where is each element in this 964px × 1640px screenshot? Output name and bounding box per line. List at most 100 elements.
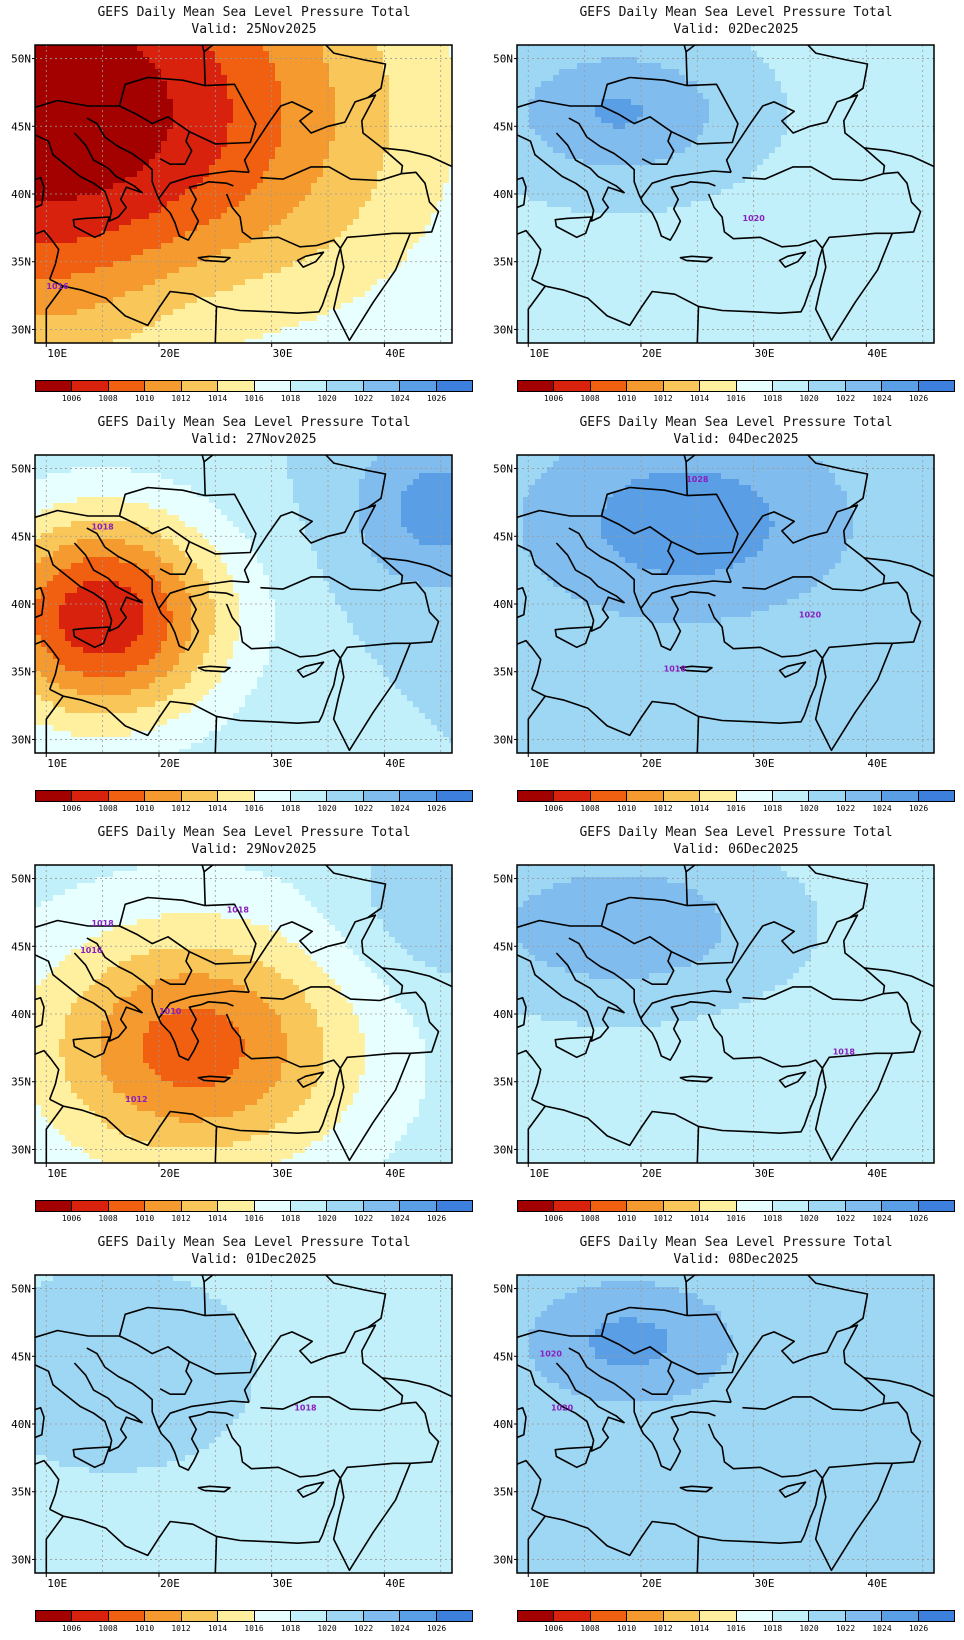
colorbar-label: 1022 — [354, 1214, 373, 1223]
colorbar-swatch — [436, 1201, 473, 1211]
lat-tick-label: 50N — [11, 873, 31, 886]
sicily-outline — [72, 216, 111, 239]
colorbar-swatch — [145, 1611, 182, 1621]
border-caucasus — [864, 1359, 934, 1398]
forecast-panel: GEFS Daily Mean Sea Level Pressure Total… — [482, 0, 964, 410]
lon-tick-label: 40E — [385, 757, 405, 770]
colorbar-label: 1008 — [580, 804, 599, 813]
pressure-field: 1018 1018 1016 1010 1012 — [35, 865, 452, 1163]
colorbar-swatch — [218, 791, 255, 801]
border-levant — [814, 643, 894, 752]
colorbar-swatch — [590, 791, 628, 801]
colorbar-swatch — [845, 381, 883, 391]
caspian-coast — [451, 949, 452, 951]
colorbar-swatch — [327, 791, 364, 801]
colorbar-swatch — [554, 1611, 591, 1621]
pressure-map: 1016 10E 20E 30E 40E 50N 45N 40N 35N 30N — [11, 44, 453, 360]
sardinia-outline — [517, 996, 527, 1029]
colorbar-swatch — [809, 1611, 846, 1621]
lon-tick-label: 40E — [867, 347, 887, 360]
tunisia-coast — [35, 229, 60, 280]
colorbar-label: 1024 — [390, 394, 409, 403]
border-balkans-1 — [601, 1335, 675, 1395]
colorbar-swatch — [736, 1201, 773, 1211]
forecast-panel: GEFS Daily Mean Sea Level Pressure Total… — [482, 820, 964, 1230]
lon-tick-label: 10E — [47, 757, 67, 770]
border-libya-tunisia — [527, 695, 546, 753]
panel-title: GEFS Daily Mean Sea Level Pressure Total — [35, 824, 473, 841]
pressure-field: 1018 — [517, 865, 934, 1163]
balkan-coast — [86, 117, 234, 241]
lat-tick-label: 40N — [493, 188, 513, 201]
colorbar-label: 1024 — [390, 1624, 409, 1633]
colorbar-label: 1020 — [799, 394, 818, 403]
lon-tick-label: 30E — [755, 1167, 775, 1180]
crete-outline — [197, 255, 231, 263]
colorbar-swatch — [108, 1201, 146, 1211]
colorbar-label: 1014 — [690, 1214, 709, 1223]
turkey-north-coast — [260, 1396, 402, 1412]
colorbar-swatch — [554, 1201, 591, 1211]
black-sea-coast — [243, 914, 404, 994]
contour-label: 1012 — [125, 1095, 147, 1104]
colorbar-swatch — [627, 381, 664, 391]
colorbar-legend: 1006 1008 1010 1012 1014 1016 1018 1020 1022 1024… — [517, 790, 955, 818]
sardinia-outline — [35, 996, 45, 1029]
colorbar-label: 1022 — [836, 1214, 855, 1223]
border-greece — [640, 1400, 732, 1429]
colorbar-label: 1020 — [799, 1214, 818, 1223]
border-turkey-east — [339, 171, 440, 249]
lon-tick-label: 40E — [867, 1167, 887, 1180]
colorbar-label: 1008 — [98, 804, 117, 813]
border-greece — [158, 580, 250, 609]
colorbar-swatch — [663, 1201, 701, 1211]
colorbar-label: 1012 — [653, 1624, 672, 1633]
lat-tick-label: 30N — [493, 1553, 513, 1566]
contour-label: 1028 — [686, 475, 709, 484]
balkan-coast — [86, 1347, 234, 1471]
colorbar-label: 1014 — [208, 1214, 227, 1223]
lat-tick-label: 40N — [493, 1418, 513, 1431]
crete-outline — [679, 1485, 713, 1493]
lon-tick-label: 20E — [642, 757, 662, 770]
colorbar-label: 1010 — [135, 804, 154, 813]
lat-tick-label: 50N — [493, 873, 513, 886]
colorbar-label: 1020 — [799, 804, 818, 813]
lon-tick-label: 10E — [529, 757, 549, 770]
forecast-panel: GEFS Daily Mean Sea Level Pressure Total… — [0, 0, 482, 410]
border-ukraine — [685, 45, 869, 99]
colorbar-label: 1006 — [544, 804, 563, 813]
panel-title: GEFS Daily Mean Sea Level Pressure Total — [35, 1234, 473, 1251]
colorbar-label: 1012 — [171, 1214, 190, 1223]
border-libya-tunisia — [45, 1515, 64, 1573]
border-ukraine — [685, 865, 869, 919]
panel-valid-date: Valid: 27Nov2025 — [35, 431, 473, 448]
colorbar-label: 1024 — [872, 804, 891, 813]
turkey-coast — [225, 1013, 342, 1069]
colorbar-swatch — [145, 1201, 182, 1211]
tunisia-coast — [35, 639, 60, 690]
colorbar-swatch — [36, 1611, 73, 1621]
colorbar-swatch — [554, 381, 591, 391]
colorbar-swatch — [663, 1611, 701, 1621]
coastlines — [517, 455, 934, 753]
pressure-field: 1020 1020 — [517, 1275, 934, 1573]
border-balkans-1 — [601, 925, 675, 985]
colorbar-swatch — [663, 381, 701, 391]
crete-outline — [197, 1075, 231, 1083]
colorbar-swatch — [627, 1201, 664, 1211]
tunisia-coast — [35, 1049, 60, 1100]
colorbar-swatch — [772, 381, 810, 391]
sardinia-outline — [517, 586, 527, 619]
turkey-coast — [225, 603, 342, 659]
colorbar-label: 1022 — [354, 1624, 373, 1633]
contour-label: 1018 — [833, 1048, 856, 1057]
colorbar-label: 1024 — [872, 1214, 891, 1223]
black-sea-coast — [243, 1324, 404, 1404]
lat-tick-label: 50N — [493, 1283, 513, 1296]
pressure-map: 1018 10E 20E 30E 40E 50N 45N 40N 35N 30N — [493, 864, 935, 1180]
coastlines — [517, 1275, 934, 1573]
colorbar-label: 1022 — [836, 804, 855, 813]
border-levant — [332, 643, 412, 752]
border-turkey-east — [821, 171, 922, 249]
